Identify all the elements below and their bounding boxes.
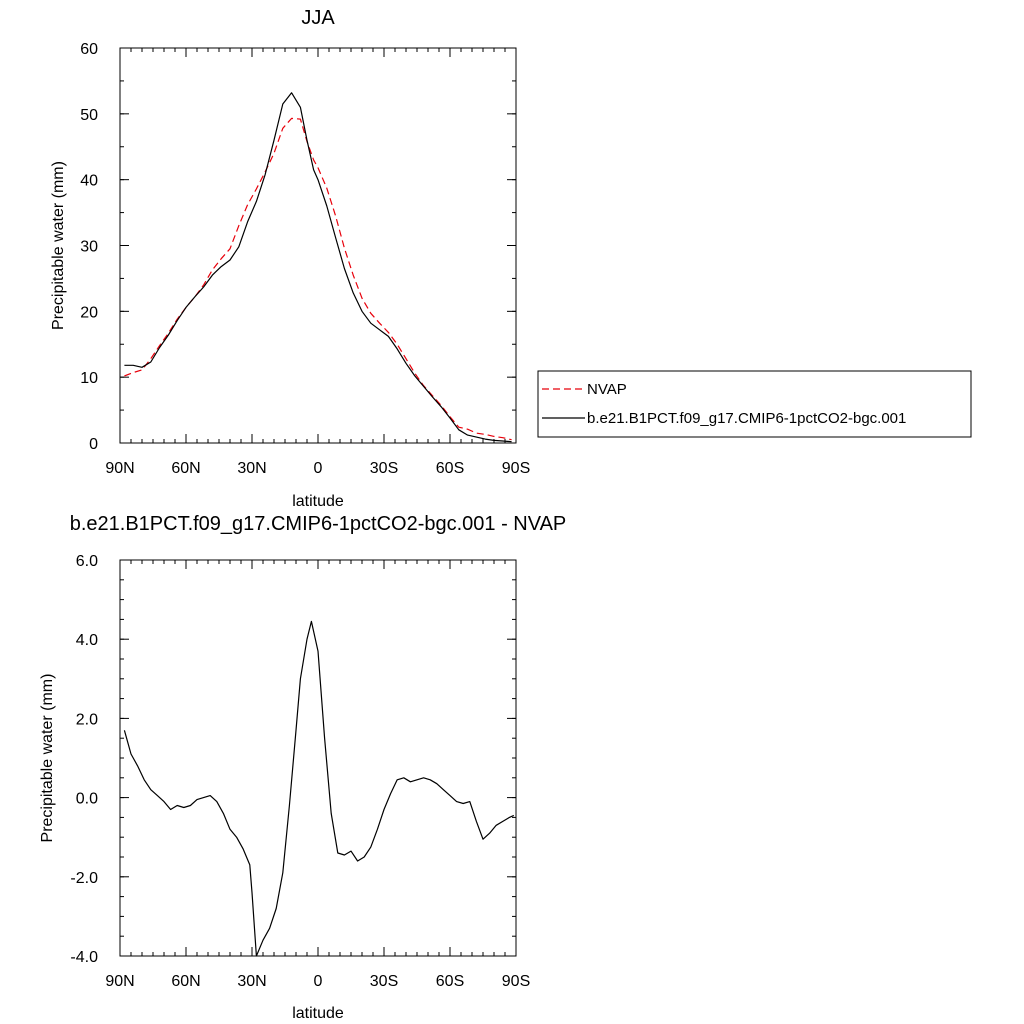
x-tick-label: 90S — [502, 460, 530, 477]
x-tick-label: 30S — [370, 460, 398, 477]
y-tick-label: 20 — [80, 304, 98, 321]
plot-frame — [119, 47, 517, 444]
y-tick-label: 6.0 — [76, 553, 98, 570]
chart-title: b.e21.B1PCT.f09_g17.CMIP6-1pctCO2-bgc.00… — [70, 513, 567, 535]
x-tick-label: 30N — [237, 973, 266, 990]
chart-title: JJA — [301, 7, 335, 29]
x-tick-label: 60N — [171, 460, 200, 477]
y-axis-label: Precipitable water (mm) — [39, 674, 56, 843]
x-tick-label: 60N — [171, 973, 200, 990]
y-tick-label: 2.0 — [76, 711, 98, 728]
y-tick-label: -4.0 — [70, 949, 98, 966]
chart-difference: b.e21.B1PCT.f09_g17.CMIP6-1pctCO2-bgc.00… — [39, 513, 566, 1022]
series-line-difference — [123, 620, 515, 957]
x-tick-label: 30S — [370, 973, 398, 990]
x-tick-label: 60S — [436, 460, 464, 477]
series-line-nvap — [124, 117, 512, 441]
x-tick-label: 90N — [105, 973, 134, 990]
x-tick-label: 90N — [105, 460, 134, 477]
legend-label-model: b.e21.B1PCT.f09_g17.CMIP6-1pctCO2-bgc.00… — [587, 410, 906, 427]
x-axis-label: latitude — [292, 493, 344, 510]
y-tick-label: 40 — [80, 173, 98, 190]
y-tick-label: 50 — [80, 107, 98, 124]
x-tick-label: 90S — [502, 973, 530, 990]
y-tick-label: 30 — [80, 239, 98, 256]
legend: NVAP b.e21.B1PCT.f09_g17.CMIP6-1pctCO2-b… — [537, 370, 972, 438]
y-tick-label: -2.0 — [70, 870, 98, 887]
y-tick-label: 4.0 — [76, 632, 98, 649]
chart-jja: JJA latitude Precipitable water (mm) 0 10… — [50, 7, 530, 510]
x-tick-label: 60S — [436, 973, 464, 990]
legend-label-nvap: NVAP — [587, 381, 627, 398]
y-tick-label: 0 — [89, 436, 98, 453]
x-axis-label: latitude — [292, 1005, 344, 1022]
series-line-model — [124, 92, 512, 443]
y-tick-label: 0.0 — [76, 791, 98, 808]
x-tick-label: 0 — [314, 973, 323, 990]
legend-box — [537, 370, 972, 438]
y-tick-label: 60 — [80, 41, 98, 58]
y-axis-label: Precipitable water (mm) — [50, 161, 67, 330]
plot-frame — [119, 559, 517, 957]
y-tick-label: 10 — [80, 370, 98, 387]
x-tick-label: 30N — [237, 460, 266, 477]
x-tick-label: 0 — [314, 460, 323, 477]
